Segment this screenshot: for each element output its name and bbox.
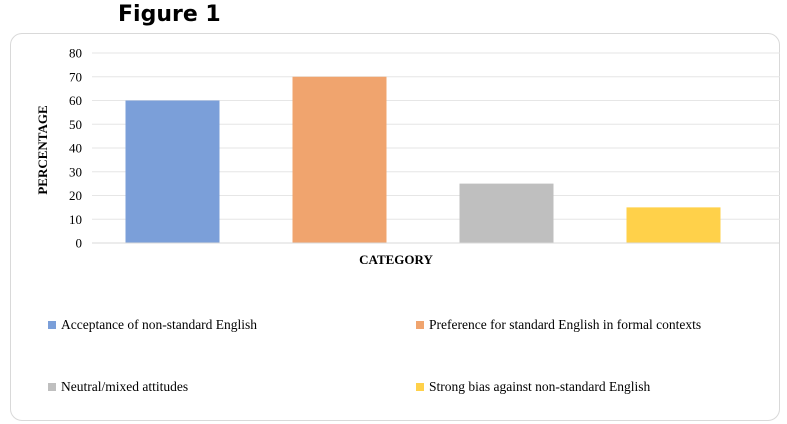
chart-frame [10, 33, 780, 421]
bars [125, 76, 721, 243]
figure-title: Figure 1 [118, 2, 221, 27]
legend-item-preference: Preference for standard English in forma… [416, 317, 701, 333]
legend-label: Strong bias against non-standard English [429, 379, 651, 394]
y-tick-label: 60 [69, 93, 82, 108]
y-tick-label: 30 [69, 164, 82, 179]
legend-swatch [416, 383, 424, 391]
bar-2 [459, 183, 554, 243]
y-axis-ticks: 0 10 20 30 40 50 60 70 80 [69, 46, 82, 251]
legend-swatch [48, 383, 56, 391]
y-tick-label: 40 [69, 141, 82, 156]
legend-label: Preference for standard English in forma… [429, 317, 702, 332]
y-tick-label: 50 [69, 117, 82, 132]
x-axis-title: CATEGORY [359, 252, 433, 267]
y-tick-label: 0 [76, 236, 83, 251]
y-tick-label: 70 [69, 69, 82, 84]
legend-swatch [416, 321, 424, 329]
y-tick-label: 20 [69, 188, 82, 203]
bar-0 [125, 100, 220, 243]
y-tick-label: 10 [69, 212, 82, 227]
legend-label: Neutral/mixed attitudes [61, 379, 189, 394]
bar-3 [626, 207, 721, 243]
y-axis-title: PERCENTAGE [35, 105, 50, 194]
y-tick-label: 80 [69, 46, 82, 61]
legend-item-strong-bias: Strong bias against non-standard English [416, 379, 650, 395]
legend-item-acceptance: Acceptance of non-standard English [48, 317, 257, 333]
legend-label: Acceptance of non-standard English [61, 317, 258, 332]
legend-item-neutral: Neutral/mixed attitudes [48, 379, 188, 395]
bar-1 [292, 76, 387, 243]
legend-swatch [48, 321, 56, 329]
